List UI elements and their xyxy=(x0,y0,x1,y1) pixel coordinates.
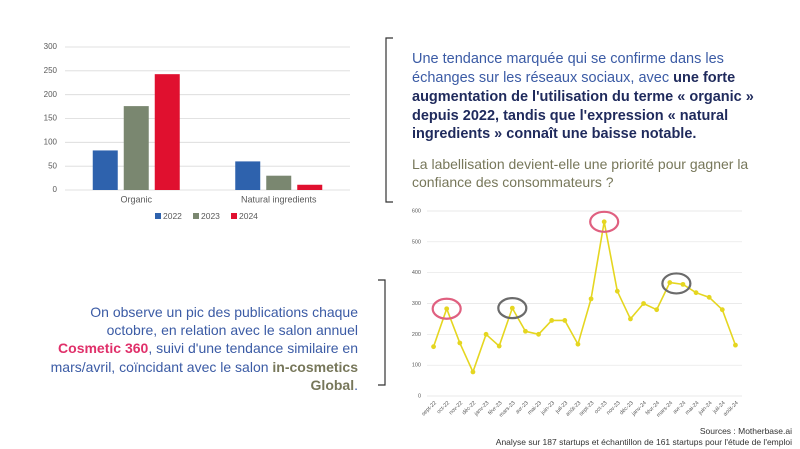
bar xyxy=(266,175,292,190)
point xyxy=(496,343,502,349)
y-tick-label: 400 xyxy=(412,270,421,276)
bar xyxy=(235,161,261,190)
bar xyxy=(154,74,180,190)
y-tick-label: 150 xyxy=(44,114,58,123)
point xyxy=(575,341,581,347)
y-tick-label: 500 xyxy=(412,239,421,245)
highlight xyxy=(589,210,620,233)
paragraph: La labellisation devient-elle une priori… xyxy=(412,156,749,191)
point xyxy=(614,288,620,294)
text: , suivi d'une tendance similaire en mars… xyxy=(50,340,358,375)
point xyxy=(536,331,541,337)
point xyxy=(549,318,555,323)
y-tick-label: 200 xyxy=(412,332,421,338)
x-tick-label: sept-22 xyxy=(421,400,438,417)
point xyxy=(562,318,568,323)
y-tick-label: 300 xyxy=(44,42,58,51)
legend-label: 2022 xyxy=(163,211,182,221)
point xyxy=(509,305,515,311)
point xyxy=(444,306,450,312)
bracket xyxy=(378,279,386,386)
point xyxy=(470,369,476,375)
point xyxy=(588,296,594,302)
x-tick-label: mai-23 xyxy=(527,400,543,416)
highlight xyxy=(497,297,528,320)
text: Une tendance marquée qui se confirme dan… xyxy=(412,51,724,86)
y-tick-label: 250 xyxy=(44,66,58,75)
sources: Sources : Motherbase.ai Analyse sur 187 s… xyxy=(496,426,792,447)
highlight xyxy=(661,272,692,295)
x-tick-label: Organic xyxy=(120,194,152,204)
y-tick-label: 0 xyxy=(53,185,58,194)
bar xyxy=(123,106,149,190)
point xyxy=(457,340,463,346)
paragraph: Une tendance marquée qui se confirme dan… xyxy=(412,50,787,144)
line xyxy=(432,221,737,375)
x-tick-label: juin-24 xyxy=(697,400,714,417)
bar xyxy=(297,184,323,190)
x-tick-label: juin-23 xyxy=(540,400,557,417)
paragraph: On observe un pic des publications chaqu… xyxy=(40,303,358,394)
bracket xyxy=(385,37,393,203)
y-tick-label: 50 xyxy=(48,161,57,170)
point xyxy=(601,219,607,225)
point xyxy=(431,344,436,350)
text: Cosmetic 360 xyxy=(58,340,149,357)
y-tick-label: 100 xyxy=(412,363,421,369)
highlight xyxy=(431,297,462,320)
point xyxy=(641,301,646,306)
point xyxy=(667,280,673,285)
text: On observe un pic des publications chaqu… xyxy=(90,304,358,339)
y-tick-label: 600 xyxy=(412,208,421,214)
legend-swatch xyxy=(231,213,237,219)
point xyxy=(523,328,528,334)
x-tick-label: mai-24 xyxy=(684,400,700,416)
text: in-cosmetics Global xyxy=(272,358,358,393)
point xyxy=(706,294,712,300)
text: une forte augmentation de l'utilisation … xyxy=(412,69,754,143)
bar xyxy=(92,150,118,190)
text: . xyxy=(354,376,358,393)
y-tick-label: 100 xyxy=(44,137,58,146)
text: Analyse sur 187 startups et échantillon … xyxy=(495,436,792,447)
point xyxy=(483,331,489,337)
legend-label: 2024 xyxy=(239,211,258,221)
x-tick-label: Natural ingredients xyxy=(241,194,317,204)
legend-swatch xyxy=(193,213,199,219)
point xyxy=(628,316,633,322)
point xyxy=(733,342,738,348)
point xyxy=(719,307,725,313)
point xyxy=(680,281,686,287)
legend-swatch xyxy=(155,213,161,219)
legend-label: 2023 xyxy=(201,211,220,221)
y-tick-label: 0 xyxy=(418,393,421,399)
y-tick-label: 200 xyxy=(44,90,58,99)
point xyxy=(693,290,699,296)
text: Sources : Motherbase.ai xyxy=(699,426,792,436)
x-tick-label: sept-23 xyxy=(578,400,595,417)
point xyxy=(654,307,660,313)
y-tick-label: 300 xyxy=(412,301,421,307)
